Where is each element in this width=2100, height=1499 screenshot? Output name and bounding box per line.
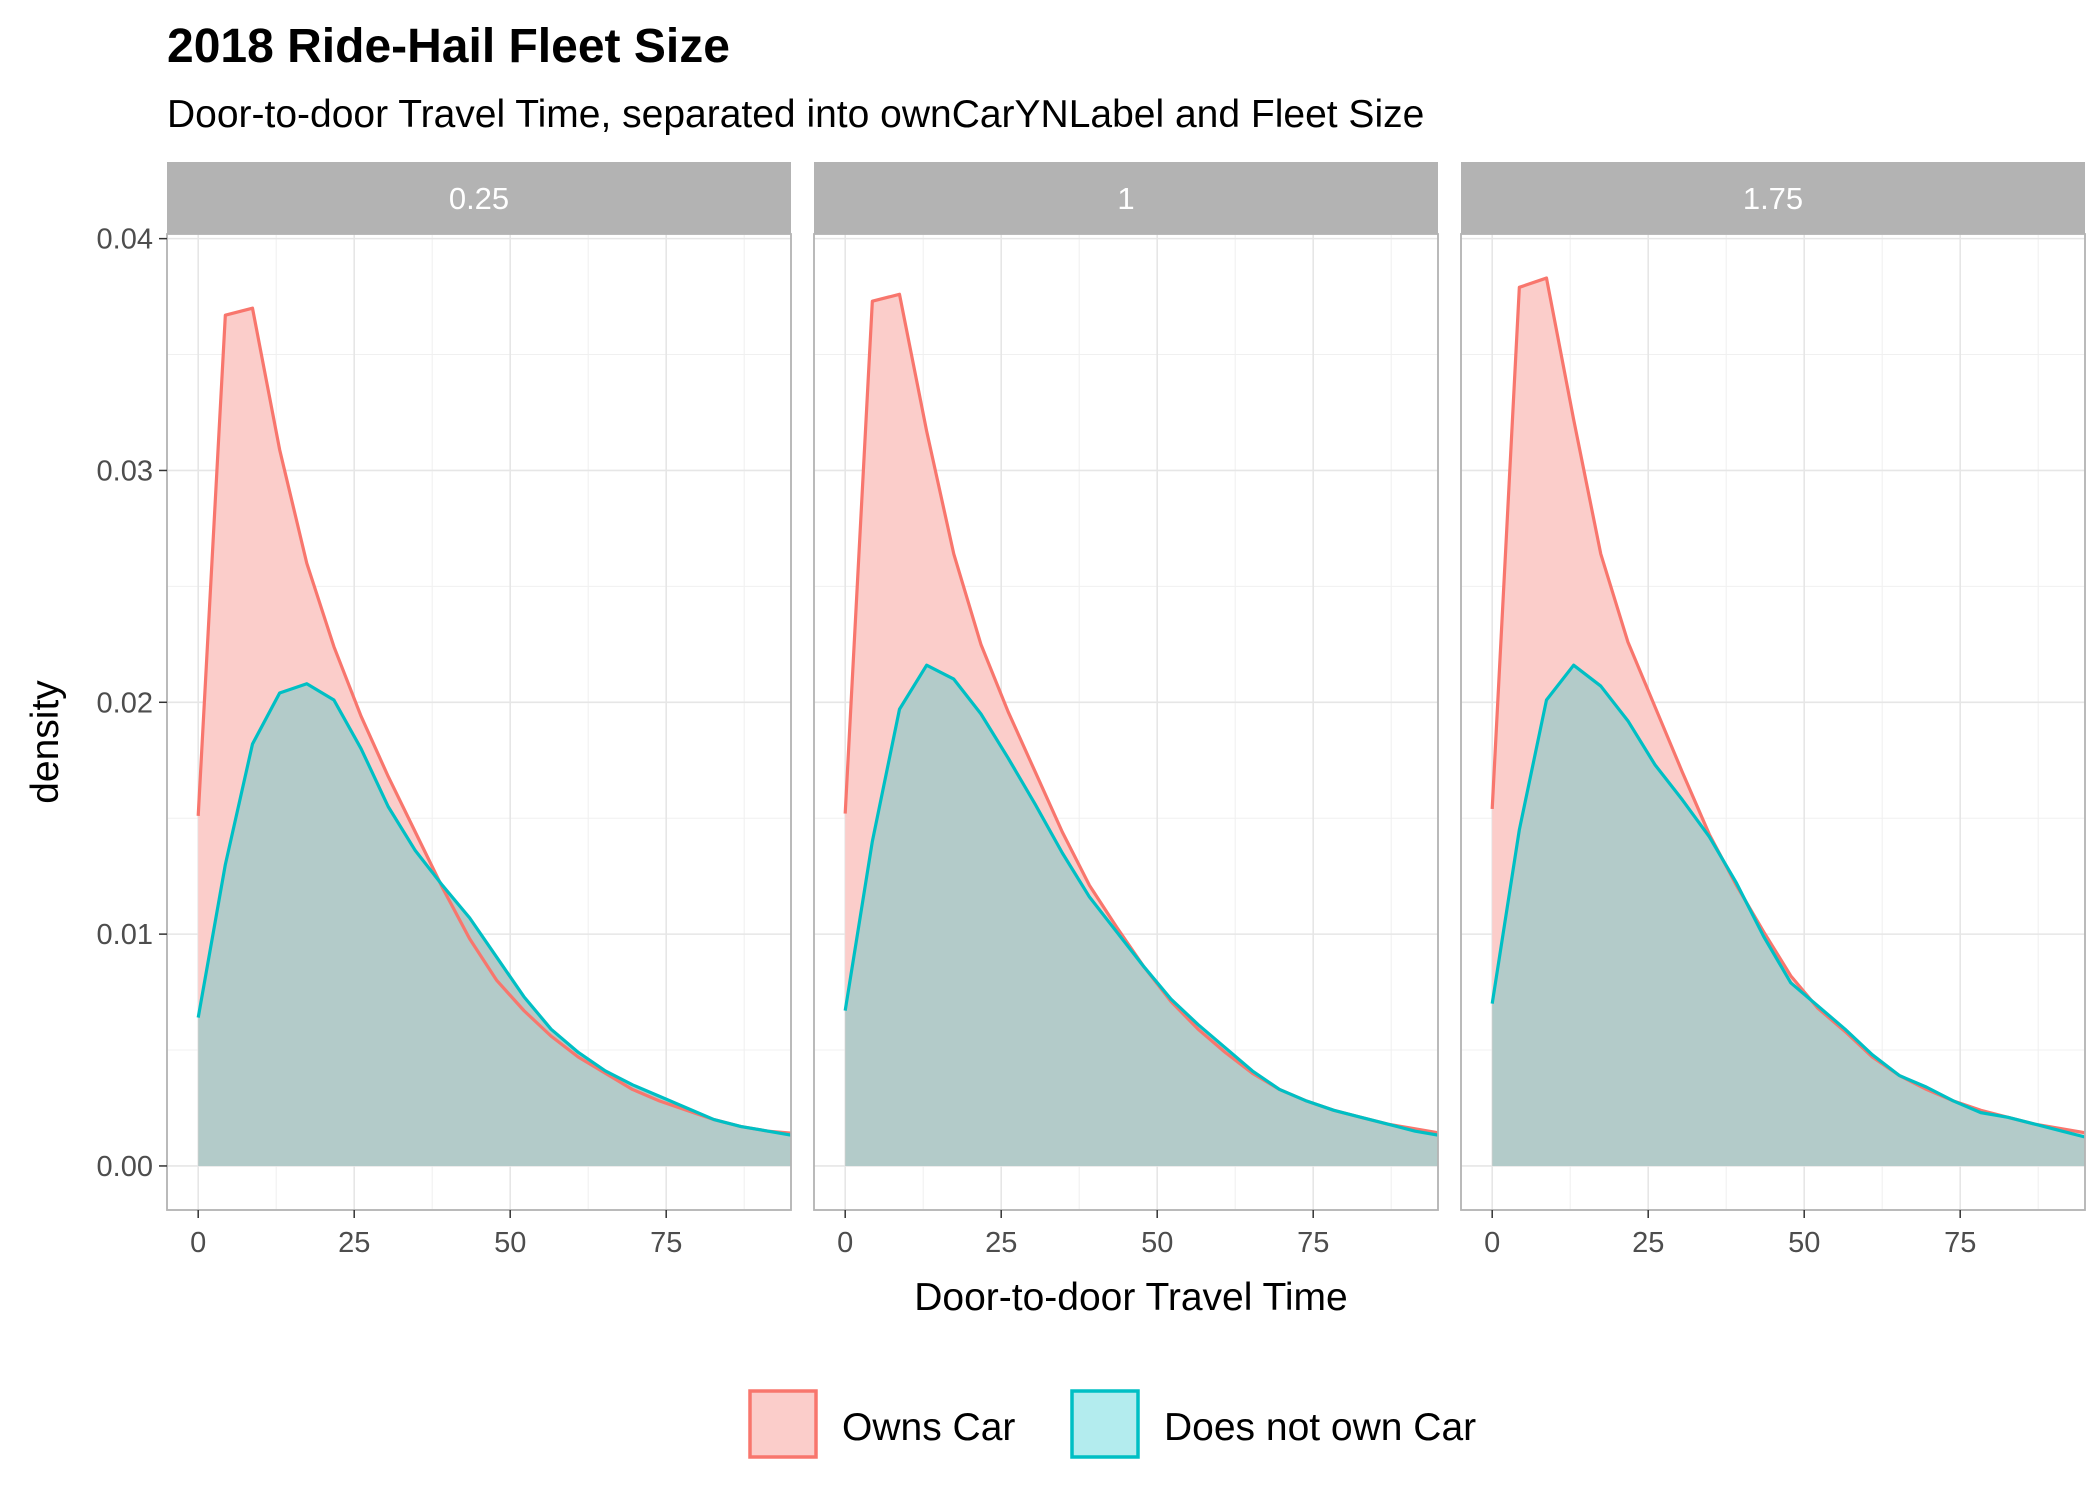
x-axis-1: 0 25 50 75 (837, 1210, 1329, 1259)
line-does-not-own-car (196, 682, 791, 1137)
panel-border (813, 233, 1439, 1211)
x-tick-label: 0 (190, 1227, 206, 1259)
panel-data (1490, 276, 2085, 1166)
facet-panels: 0.25 1 1.75 (166, 162, 2086, 1211)
x-axis-0.25: 0 25 50 75 (190, 1210, 682, 1259)
x-tick-label: 0 (1484, 1227, 1500, 1259)
x-tick-label: 25 (1632, 1227, 1664, 1259)
x-axis-1.75: 0 25 50 75 (1484, 1210, 1976, 1259)
chart-title: 2018 Ride-Hail Fleet Size (167, 20, 730, 73)
legend-label-does-not-own-car: Does not own Car (1164, 1406, 1476, 1449)
x-tick-label: 50 (1141, 1227, 1173, 1259)
area-does-not-own-car (198, 683, 791, 1166)
area-does-not-own-car (845, 665, 1438, 1166)
x-tick-label: 50 (1788, 1227, 1820, 1259)
facet-strip (814, 162, 1438, 234)
x-tick-label: 75 (1944, 1227, 1976, 1259)
facet-panel-1: 1 (813, 162, 1439, 1211)
facet-strip-label: 0.25 (449, 181, 509, 216)
legend-label-owns-car: Owns Car (842, 1406, 1015, 1449)
panel-data (196, 306, 791, 1166)
x-tick-label: 25 (338, 1227, 370, 1259)
facet-panel-0.25: 0.25 (166, 162, 792, 1211)
x-tick-label: 0 (837, 1227, 853, 1259)
x-tick-label: 50 (494, 1227, 526, 1259)
x-axes: 0 25 50 75 0 25 50 75 0 25 50 75 (190, 1210, 1976, 1259)
y-tick-label: 0.04 (97, 224, 153, 256)
area-does-not-own-car (1492, 665, 2085, 1166)
line-does-not-own-car (1490, 663, 2085, 1139)
line-does-not-own-car (843, 663, 1438, 1137)
facet-strip (167, 162, 791, 234)
facet-panel-1.75: 1.75 (1460, 162, 2086, 1211)
y-axis: 0.00 0.01 0.02 0.03 0.04 (97, 224, 167, 1183)
panel-border (1460, 233, 2086, 1211)
panel-data (843, 292, 1438, 1166)
legend-key-does-not-own-car (1070, 1389, 1140, 1459)
x-tick-label: 75 (1297, 1227, 1329, 1259)
y-tick-label: 0.03 (97, 455, 153, 487)
x-tick-label: 25 (985, 1227, 1017, 1259)
y-tick-label: 0.00 (97, 1151, 153, 1183)
y-axis-title: density (24, 680, 67, 804)
panel-border (166, 233, 792, 1211)
facet-strip-label: 1 (1117, 181, 1134, 216)
y-tick-label: 0.02 (97, 687, 153, 719)
x-tick-label: 75 (650, 1227, 682, 1259)
y-tick-label: 0.01 (97, 919, 153, 951)
facet-strip-label: 1.75 (1743, 181, 1803, 216)
x-axis-title: Door-to-door Travel Time (914, 1276, 1347, 1319)
legend: Owns Car Does not own Car (748, 1389, 1476, 1459)
facet-strip (1461, 162, 2085, 234)
legend-key-owns-car (748, 1389, 818, 1459)
chart-subtitle: Door-to-door Travel Time, separated into… (167, 93, 1424, 136)
